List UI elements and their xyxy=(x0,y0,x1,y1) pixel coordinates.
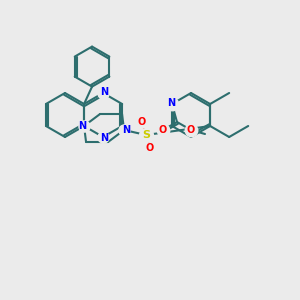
Text: N: N xyxy=(167,98,175,108)
Text: N: N xyxy=(122,125,130,135)
Text: S: S xyxy=(142,130,150,140)
Text: N: N xyxy=(100,87,108,97)
Text: O: O xyxy=(146,143,154,153)
Text: O: O xyxy=(138,117,146,127)
Text: O: O xyxy=(187,125,195,135)
Text: N: N xyxy=(100,133,108,143)
Text: N: N xyxy=(78,121,86,131)
Text: O: O xyxy=(159,125,167,135)
